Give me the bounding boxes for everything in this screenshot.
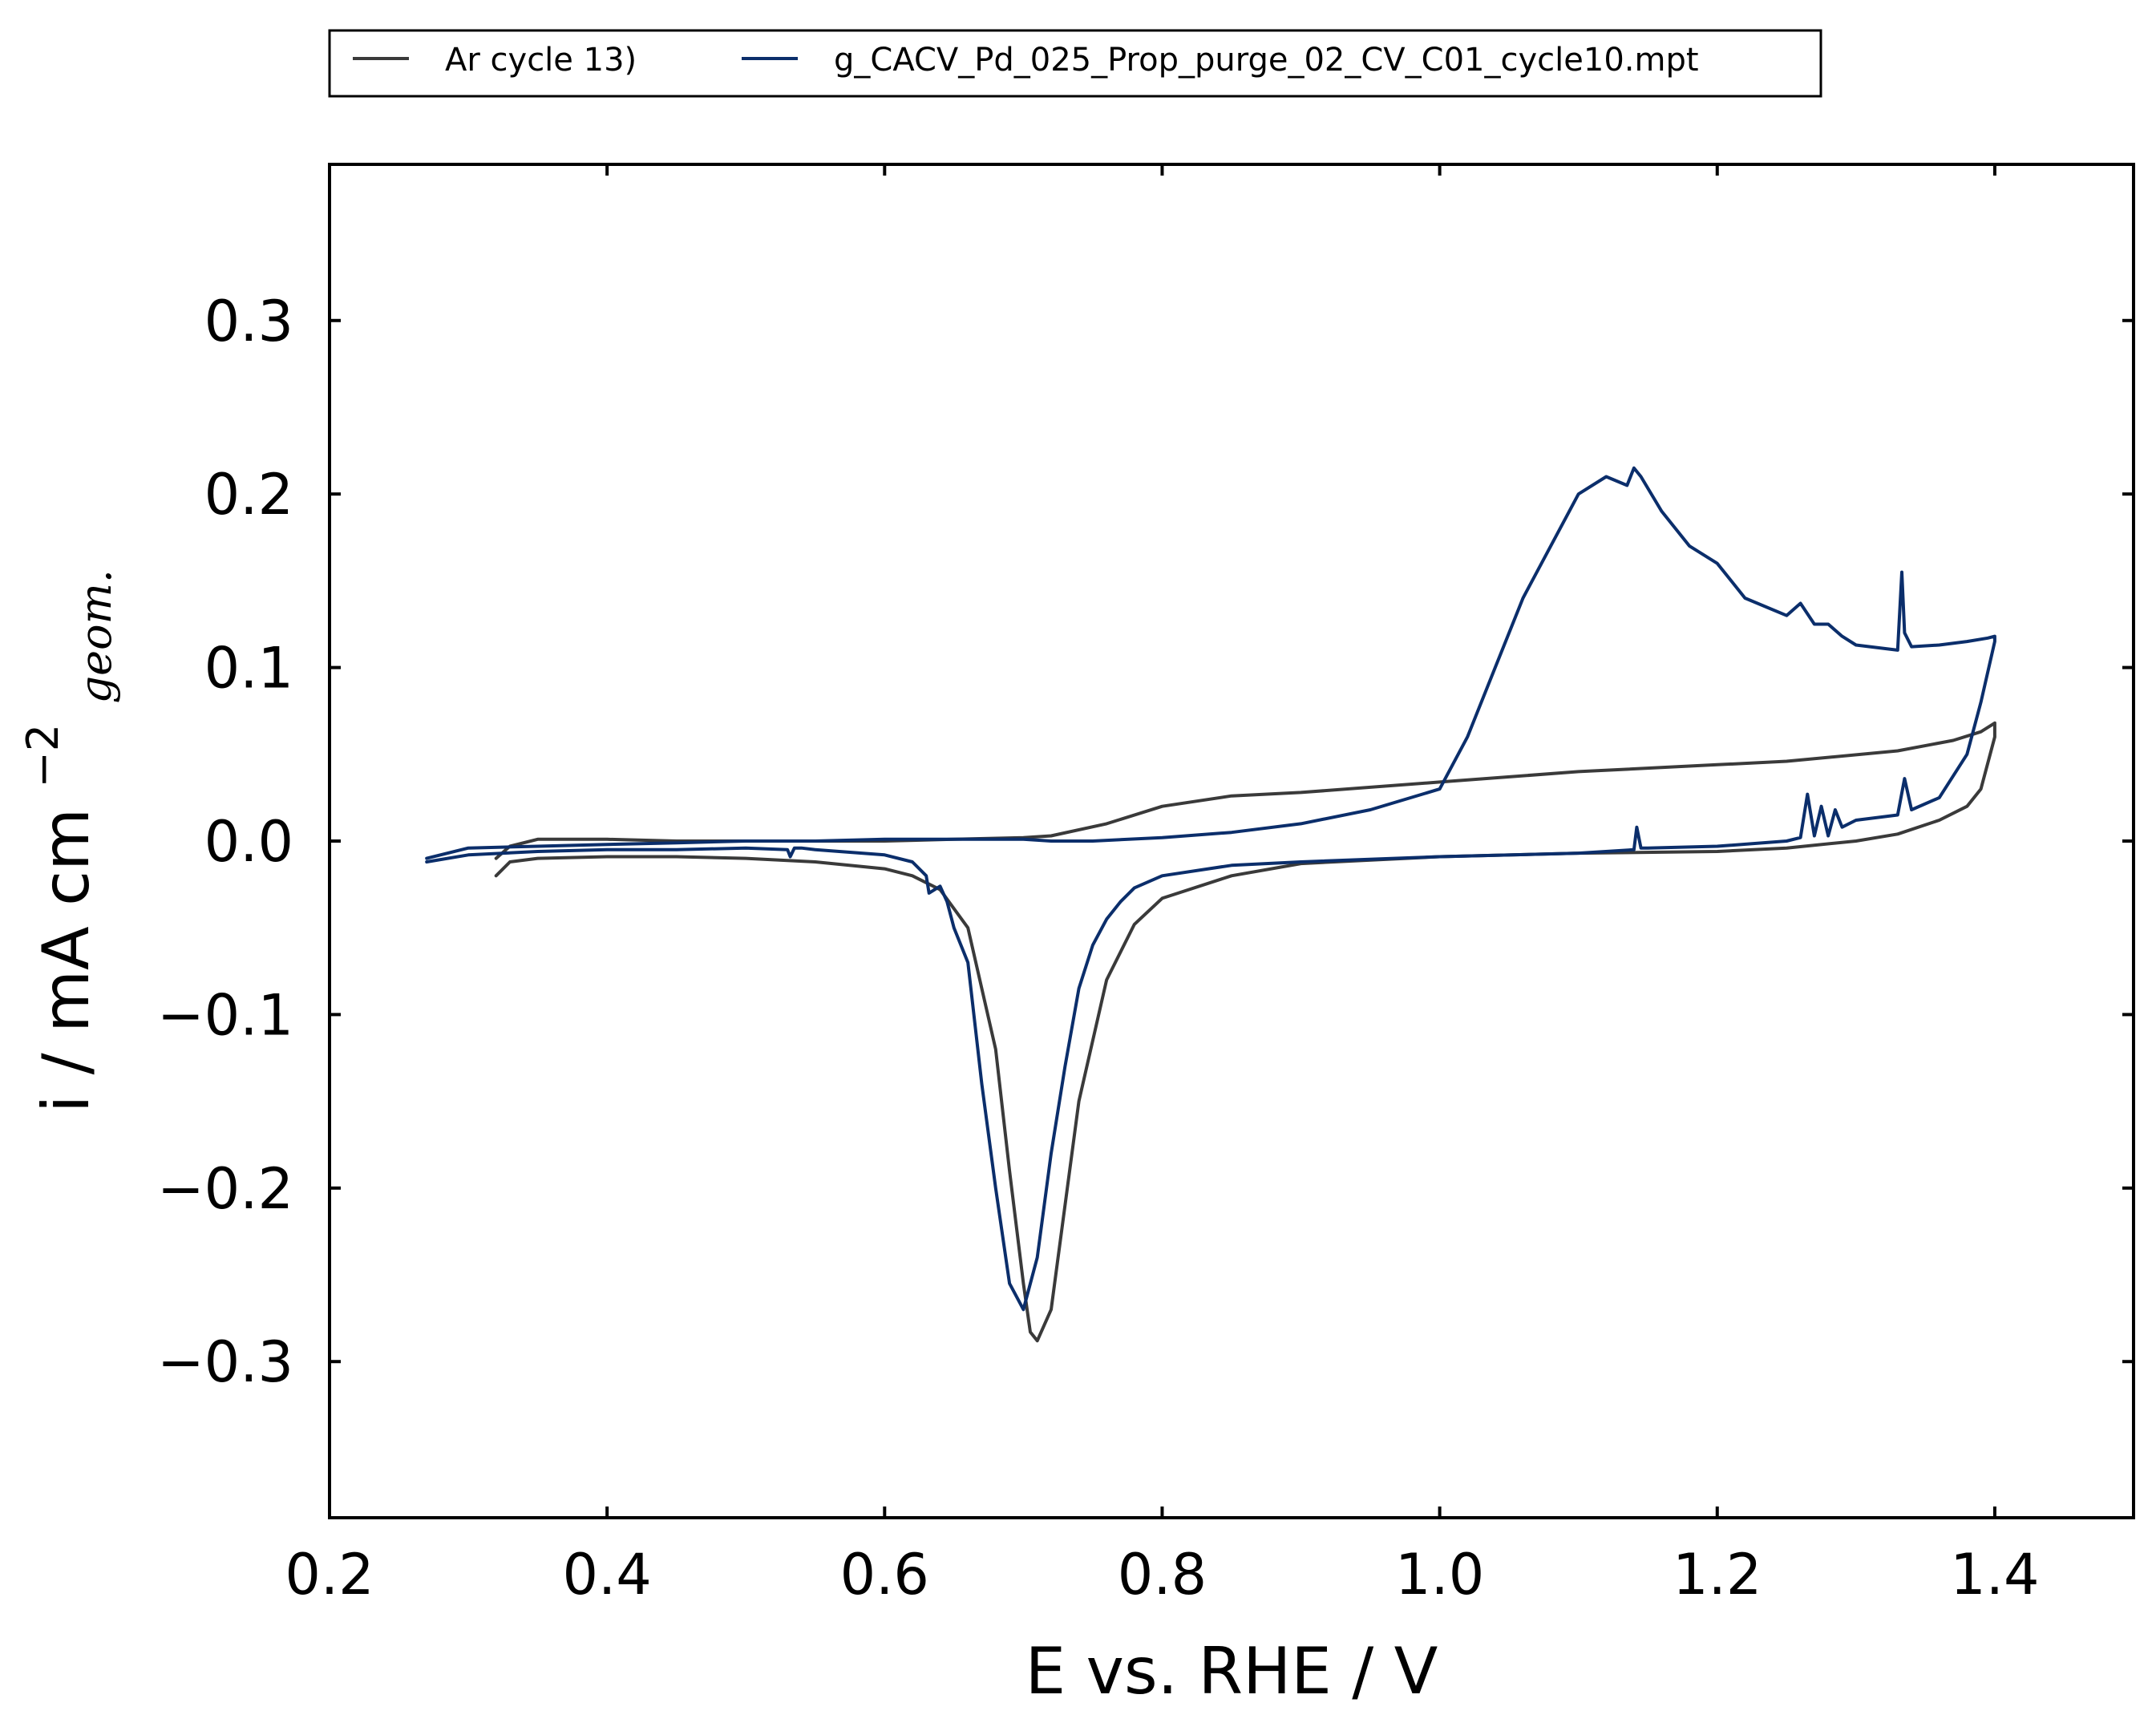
legend-label-series-1: Ar cycle 13) bbox=[445, 42, 637, 79]
y-axis-title: i / mA cm −2 geom. bbox=[0, 569, 121, 1113]
plot-frame bbox=[328, 163, 2135, 1519]
y-tick-label: 0.1 bbox=[204, 636, 293, 702]
axis-ticks bbox=[328, 164, 2134, 1518]
svg-text:i / mA cm −2 geom.: i / mA cm −2 geom. bbox=[0, 569, 121, 1113]
x-tick-label: 1.2 bbox=[1673, 1542, 1762, 1608]
legend-frame bbox=[328, 29, 1822, 98]
series-line-2 bbox=[425, 466, 1996, 1312]
x-tick-label: 1.0 bbox=[1395, 1542, 1484, 1608]
y-tick-label: 0.3 bbox=[204, 289, 293, 354]
x-tick-label: 0.8 bbox=[1118, 1542, 1207, 1608]
y-tick-label: 0.0 bbox=[204, 809, 293, 875]
plot-lines bbox=[425, 466, 1996, 1343]
y-tick-label: −0.1 bbox=[157, 982, 293, 1048]
x-tick-label: 1.4 bbox=[1950, 1542, 2039, 1608]
x-tick-label: 0.4 bbox=[562, 1542, 651, 1608]
x-axis-title: E vs. RHE / V bbox=[1025, 1634, 1438, 1709]
x-tick-label: 0.2 bbox=[285, 1542, 374, 1608]
y-axis-title-main: i / mA cm bbox=[29, 808, 103, 1113]
y-axis-title-subscript: geom. bbox=[71, 569, 121, 703]
legend-label-series-2: g_CACV_Pd_025_Prop_purge_02_CV_C01_cycle… bbox=[834, 42, 1699, 79]
y-tick-label: −0.2 bbox=[157, 1156, 293, 1222]
y-axis-title-superscript: −2 bbox=[18, 724, 68, 788]
y-tick-label: 0.2 bbox=[204, 462, 293, 528]
series-line-1 bbox=[494, 721, 1996, 1343]
axis-tick-labels: 0.2 0.4 0.6 0.8 1.0 1.2 1.4 −0.3 −0.2 −0.1 0.0 0.1 0… bbox=[157, 289, 2040, 1608]
legend: Ar cycle 13) g_CACV_Pd_025_Prop_purge_02… bbox=[328, 29, 1822, 98]
x-tick-label: 0.6 bbox=[840, 1542, 929, 1608]
y-tick-label: −0.3 bbox=[157, 1329, 293, 1395]
